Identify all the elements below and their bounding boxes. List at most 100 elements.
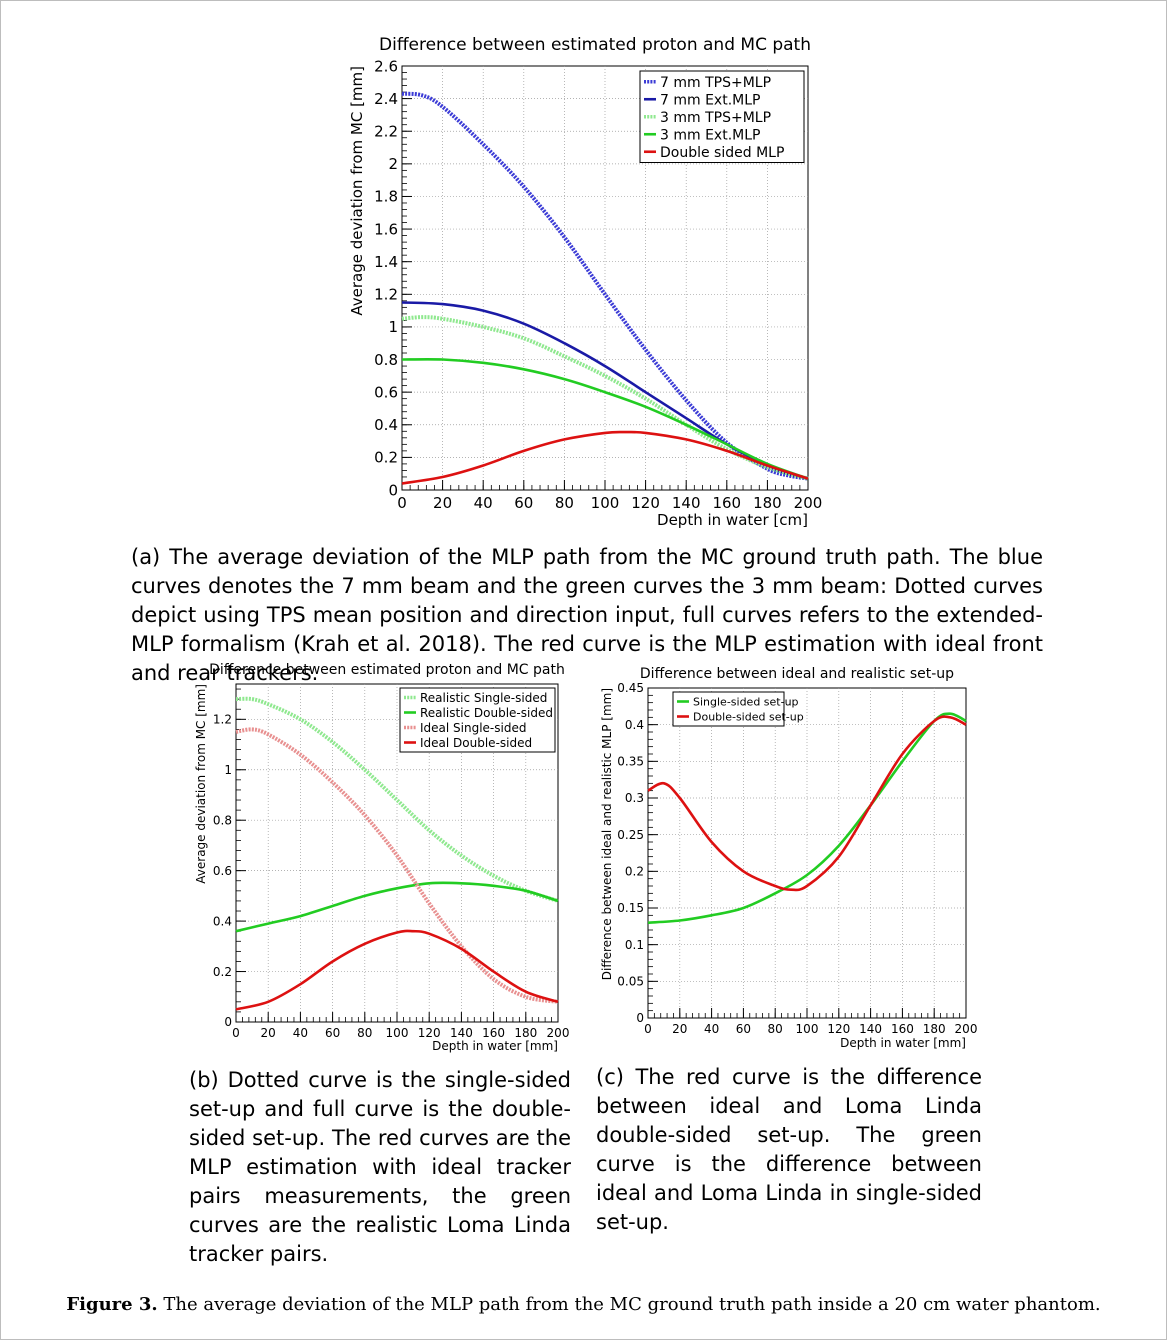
chart-a-legend-box [639,70,805,163]
chart-c-y-axis-label: Difference between ideal and realistic M… [600,688,614,980]
chart-b-x-axis-label: Depth in water [mm] [432,1039,558,1053]
chart-a-x-tick-label: 100 [591,494,620,512]
chart-a-y-tick-label: 0.4 [374,416,398,434]
chart-a-y-tick-label: 0.8 [374,351,398,369]
chart-c-x-axis-label: Depth in water [mm] [840,1036,966,1050]
chart-a-legend-label: 3 mm TPS+MLP [660,110,771,126]
chart-b-x-tick-label: 120 [418,1026,441,1040]
chart-c-y-tick-label: 0.15 [617,901,644,915]
chart-c-y-tick-label: 0.05 [617,975,644,989]
caption-b: (b) Dotted curve is the single-sided set… [189,1068,571,1266]
chart-a-y-tick-label: 0 [388,481,398,499]
chart-a-legend-label: 7 mm Ext.MLP [660,92,760,108]
chart-c-legend-label: Double-sided set-up [693,710,804,723]
chart-c-x-tick-label: 180 [923,1022,946,1036]
figure-label: Figure 3. [66,1294,158,1315]
chart-c-y-tick-label: 0 [636,1011,644,1025]
chart-b-series-3-line [235,929,559,1011]
chart-b-x-tick-label: 0 [232,1026,240,1040]
chart-c-series-1-line [647,715,967,892]
chart-b-series-1-line [235,881,559,933]
chart-c-title: Difference between ideal and realistic s… [640,666,954,682]
chart-c-x-tick-label: 200 [955,1022,978,1036]
chart-c-x-tick-label: 0 [644,1022,652,1036]
chart-b-x-tick-label: 40 [293,1026,308,1040]
chart-a-y-tick-label: 2.2 [374,122,398,140]
chart-b-y-tick-label: 0.2 [213,965,232,979]
chart-a-legend-label: Double sided MLP [660,145,784,161]
chart-c-y-tick-label: 0.1 [625,938,644,952]
chart-a-x-tick-label: 0 [397,494,407,512]
chart-c-x-tick-label: 120 [827,1022,850,1036]
chart-a-y-tick-label: 0.6 [374,383,398,401]
chart-b-x-tick-label: 140 [450,1026,473,1040]
caption-c: (c) The red curve is the difference betw… [596,1065,982,1234]
chart-b-x-tick-label: 20 [261,1026,276,1040]
chart-a-x-tick-label: 120 [631,494,660,512]
chart-a-x-tick-label: 200 [794,494,823,512]
chart-c-x-tick-label: 140 [859,1022,882,1036]
chart-a-y-tick-label: 1.2 [374,286,398,304]
chart-a-series-3-line [401,357,809,480]
chart-b-y-tick-label: 0 [224,1015,232,1029]
chart-a-y-tick-label: 2.6 [374,57,398,75]
chart-b-y-tick-label: 1.2 [213,713,232,727]
chart-c-y-tick-label: 0.3 [625,791,644,805]
chart-a-y-axis-label: Average deviation from MC [mm] [348,66,366,316]
chart-c-y-tick-label: 0.4 [625,718,644,732]
chart-c-x-tick-label: 160 [891,1022,914,1036]
chart-a-x-tick-label: 40 [474,494,493,512]
chart-b-series-0-line [235,696,559,903]
chart-c-legend-box [672,691,785,727]
chart-c-legend-label: Single-sided set-up [693,695,799,708]
chart-b-x-tick-label: 180 [514,1026,537,1040]
chart-b-legend-label: Ideal Single-sided [420,721,526,735]
chart-a-title: Difference between estimated proton and … [379,35,811,55]
chart-c-x-tick-label: 80 [768,1022,783,1036]
chart-a-series-4-line [401,430,809,485]
chart-a-y-tick-label: 2 [388,155,398,173]
chart-b-y-tick-label: 0.4 [213,914,232,928]
chart-b-series-2-line [235,727,559,1004]
chart-a-x-tick-label: 180 [753,494,782,512]
chart-b-x-tick-label: 100 [386,1026,409,1040]
chart-c-x-tick-label: 100 [796,1022,819,1036]
chart-a-x-axis-label: Depth in water [cm] [657,511,808,529]
figure-caption: Figure 3. The average deviation of the M… [0,1294,1167,1315]
chart-a-y-tick-label: 0.2 [374,449,398,467]
chart-a-series-0-line [401,91,809,481]
chart-c-x-tick-label: 40 [704,1022,719,1036]
chart-c-y-tick-label: 0.2 [625,865,644,879]
chart-a-legend-label: 7 mm TPS+MLP [660,75,771,91]
chart-b-y-tick-label: 1 [224,763,232,777]
chart-b-x-tick-label: 160 [482,1026,505,1040]
chart-a-x-tick-label: 60 [514,494,533,512]
chart-a-legend-label: 3 mm Ext.MLP [660,127,760,143]
chart-b-x-tick-label: 200 [547,1026,570,1040]
chart-a-y-tick-label: 1.8 [374,188,398,206]
chart-c-x-tick-label: 20 [672,1022,687,1036]
chart-a-x-tick-label: 20 [433,494,452,512]
chart-a-y-tick-label: 1.6 [374,220,398,238]
chart-a-x-tick-label: 80 [555,494,574,512]
chart-b-legend-label: Realistic Double-sided [420,706,553,720]
chart-b-legend-label: Realistic Single-sided [420,691,547,705]
chart-a-y-tick-label: 1.4 [374,253,398,271]
chart-a-x-tick-label: 140 [672,494,701,512]
chart-a-x-tick-label: 160 [712,494,741,512]
chart-c-y-tick-label: 0.45 [617,681,644,695]
chart-c-x-tick-label: 60 [736,1022,751,1036]
chart-b-title: Difference between estimated proton and … [209,662,565,678]
chart-b-x-tick-label: 60 [325,1026,340,1040]
chart-a-y-tick-label: 2.4 [374,90,398,108]
chart-c-y-tick-label: 0.25 [617,828,644,842]
chart-b-y-tick-label: 0.6 [213,864,232,878]
caption-a: (a) The average deviation of the MLP pat… [131,545,1043,685]
chart-a-y-tick-label: 1 [388,318,398,336]
chart-b-x-tick-label: 80 [357,1026,372,1040]
chart-b-legend-label: Ideal Double-sided [420,736,532,750]
chart-c-y-tick-label: 0.35 [617,755,644,769]
chart-b-y-axis-label: Average deviation from MC [mm] [194,684,208,884]
chart-b-legend-box [399,687,556,753]
